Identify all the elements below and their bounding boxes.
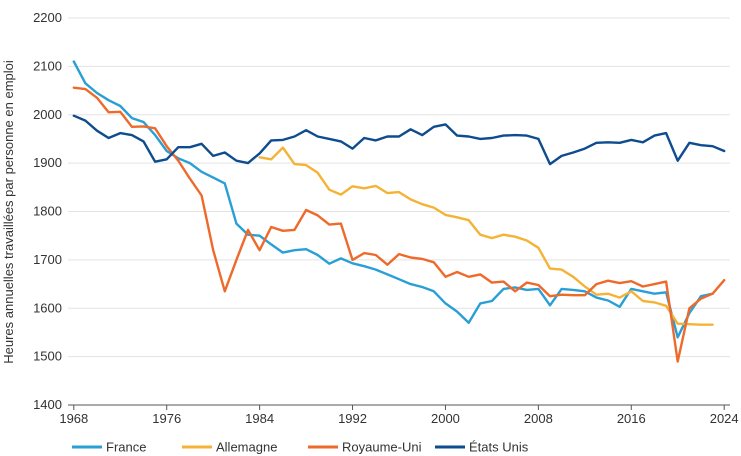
- x-tick-label: 2024: [710, 411, 739, 426]
- legend-label: France: [106, 440, 146, 455]
- legend-label: États Unis: [469, 440, 529, 455]
- y-axis-label: Heures annuelles travaillées par personn…: [1, 60, 16, 364]
- series-line--tats-unis: [72, 114, 726, 166]
- y-tick-label: 1600: [33, 300, 62, 315]
- axes: [68, 404, 730, 410]
- x-tick-label: 1992: [338, 411, 367, 426]
- y-tick-label: 1900: [33, 155, 62, 170]
- legend: France Allemagne Royaume-Uni États Unis: [72, 440, 529, 455]
- x-tick-label: 2008: [524, 411, 553, 426]
- x-tick-label: 2000: [431, 411, 460, 426]
- series-lines: [72, 60, 726, 363]
- legend-label: Allemagne: [216, 440, 277, 455]
- series-line-royaume-uni: [72, 86, 726, 363]
- gridlines: [68, 17, 730, 358]
- y-tick-label: 1800: [33, 204, 62, 219]
- y-tick-label: 1400: [33, 397, 62, 412]
- legend-label: Royaume-Uni: [342, 440, 422, 455]
- x-tick-labels: 1968 1976 1984 1992 2000 2008 2016 2024: [59, 411, 738, 426]
- series-line-france: [72, 60, 714, 339]
- x-tick-label: 1984: [245, 411, 274, 426]
- y-tick-label: 2200: [33, 10, 62, 25]
- y-tick-labels: 1400 1500 1600 1700 1800 1900 2000 2100 2200: [33, 10, 62, 412]
- y-tick-label: 1500: [33, 349, 62, 364]
- x-tick-label: 1976: [152, 411, 181, 426]
- y-tick-label: 2000: [33, 107, 62, 122]
- y-tick-label: 2100: [33, 58, 62, 73]
- x-tick-label: 1968: [59, 411, 88, 426]
- y-tick-label: 1700: [33, 252, 62, 267]
- series-line-allemagne: [258, 146, 714, 326]
- x-tick-label: 2016: [617, 411, 646, 426]
